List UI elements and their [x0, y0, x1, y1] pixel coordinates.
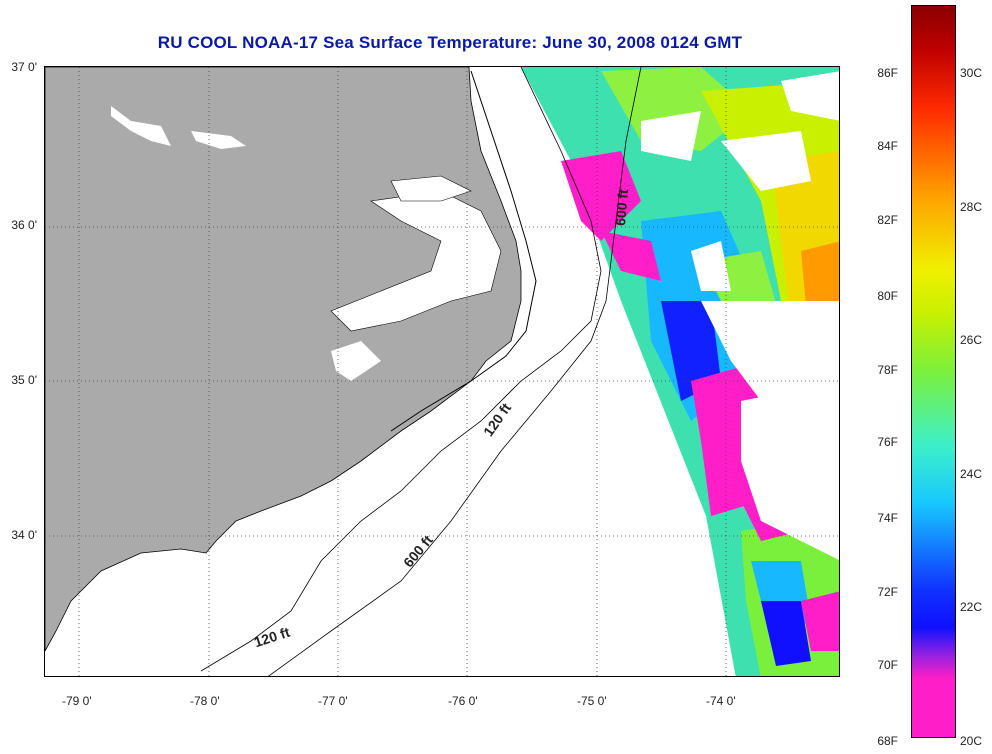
colorbar-f-label-70: 70F: [877, 658, 898, 672]
lat-label-36: 36 0': [11, 218, 37, 232]
river-3: [331, 341, 381, 381]
colorbar-c-label-20: 20C: [960, 734, 983, 748]
lon-label-79: -79 0': [62, 694, 92, 708]
colorbar-c-label-26: 26C: [960, 333, 983, 347]
colorbar-f-label-82: 82F: [877, 213, 898, 227]
albemarle-sound: [390, 175, 472, 202]
map-title: RU COOL NOAA-17 Sea Surface Temperature:…: [157, 33, 743, 52]
lat-label-37: 37 0': [11, 60, 37, 74]
colorbar-c-label-28: 28C: [960, 200, 983, 214]
lat-label-35: 35 0': [11, 373, 37, 387]
river-2: [191, 131, 246, 149]
sst-map-panel: [44, 66, 840, 677]
colorbar-f-label-86: 86F: [877, 66, 898, 80]
contour-600ft: [268, 67, 642, 676]
colorbar-f-label-72: 72F: [877, 585, 898, 599]
colorbar-f-label-74: 74F: [877, 511, 898, 525]
outer-banks: [390, 70, 537, 432]
graticule: [45, 67, 839, 676]
colorbar-f-label-68: 68F: [877, 734, 898, 748]
colorbar-c-label-30: 30C: [960, 66, 983, 80]
colorbar-f-label-80: 80F: [877, 289, 898, 303]
contour-label-600ft-top: 600 ft: [612, 188, 632, 227]
lon-label-75: -75 0': [577, 694, 607, 708]
sst-swath: [521, 67, 839, 676]
lon-label-74: -74 0': [706, 694, 736, 708]
river-1: [111, 106, 171, 146]
colorbar: [911, 5, 956, 738]
colorbar-c-label-22: 22C: [960, 600, 983, 614]
north-carolina-land: [45, 67, 522, 652]
sst-map: [45, 67, 839, 676]
lon-label-76: -76 0': [448, 694, 478, 708]
pamlico-sound: [330, 190, 502, 332]
lon-label-77: -77 0': [318, 694, 348, 708]
lat-label-34: 34 0': [11, 528, 37, 542]
contour-120ft: [200, 67, 602, 672]
colorbar-f-label-78: 78F: [877, 363, 898, 377]
colorbar-f-label-84: 84F: [877, 139, 898, 153]
colorbar-c-label-24: 24C: [960, 467, 983, 481]
colorbar-f-label-76: 76F: [877, 435, 898, 449]
lon-label-78: -78 0': [190, 694, 220, 708]
